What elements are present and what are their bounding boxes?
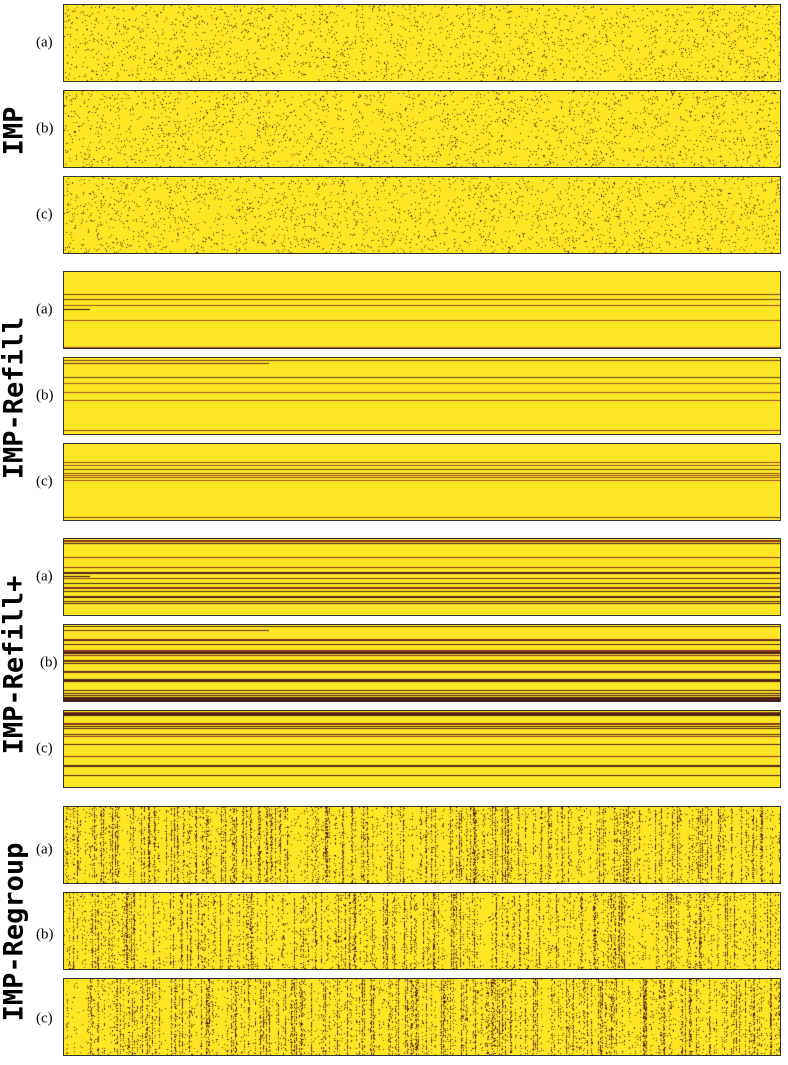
mask-canvas bbox=[64, 91, 780, 167]
panel-label: (b) bbox=[40, 654, 58, 671]
mask-panel bbox=[63, 538, 781, 616]
panel-label: (a) bbox=[36, 841, 53, 858]
panel-label: (c) bbox=[36, 1010, 53, 1027]
group-imp-refill: IMP-Refill (a) (b) (c) bbox=[0, 270, 788, 526]
mask-canvas bbox=[64, 711, 780, 787]
mask-panel bbox=[63, 357, 781, 435]
panel-label: (a) bbox=[36, 301, 53, 318]
mask-canvas bbox=[64, 625, 780, 701]
mask-canvas bbox=[64, 807, 780, 883]
panel-label: (c) bbox=[36, 473, 53, 490]
mask-panel bbox=[63, 271, 781, 349]
panel-label: (c) bbox=[36, 740, 53, 757]
group-imp-regroup: IMP-Regroup (a) (b) (c) bbox=[0, 804, 788, 1060]
panel-label: (c) bbox=[36, 206, 53, 223]
mask-canvas bbox=[64, 979, 780, 1055]
group-imp-refill-plus: IMP-Refill+ (a) (b) (c) bbox=[0, 537, 788, 793]
mask-panel bbox=[63, 624, 781, 702]
mask-panel bbox=[63, 892, 781, 970]
mask-canvas bbox=[64, 444, 780, 520]
mask-panel bbox=[63, 710, 781, 788]
panel-label: (a) bbox=[36, 34, 53, 51]
mask-canvas bbox=[64, 539, 780, 615]
mask-canvas bbox=[64, 177, 780, 253]
panel-label: (b) bbox=[36, 926, 54, 943]
mask-panel bbox=[63, 176, 781, 254]
mask-canvas bbox=[64, 893, 780, 969]
method-label: IMP-Refill+ bbox=[0, 575, 30, 755]
mask-panel bbox=[63, 443, 781, 521]
mask-canvas bbox=[64, 5, 780, 81]
mask-panel bbox=[63, 4, 781, 82]
group-imp: IMP (a) (b) (c) bbox=[0, 3, 788, 259]
mask-canvas bbox=[64, 272, 780, 348]
mask-panel bbox=[63, 806, 781, 884]
method-label: IMP-Refill bbox=[0, 316, 30, 480]
panel-label: (b) bbox=[36, 120, 54, 137]
panel-label: (a) bbox=[36, 568, 53, 585]
mask-canvas bbox=[64, 358, 780, 434]
method-label: IMP-Regroup bbox=[0, 842, 30, 1022]
method-label: IMP bbox=[0, 106, 30, 156]
mask-panel bbox=[63, 978, 781, 1056]
mask-panel bbox=[63, 90, 781, 168]
panel-label: (b) bbox=[36, 387, 54, 404]
